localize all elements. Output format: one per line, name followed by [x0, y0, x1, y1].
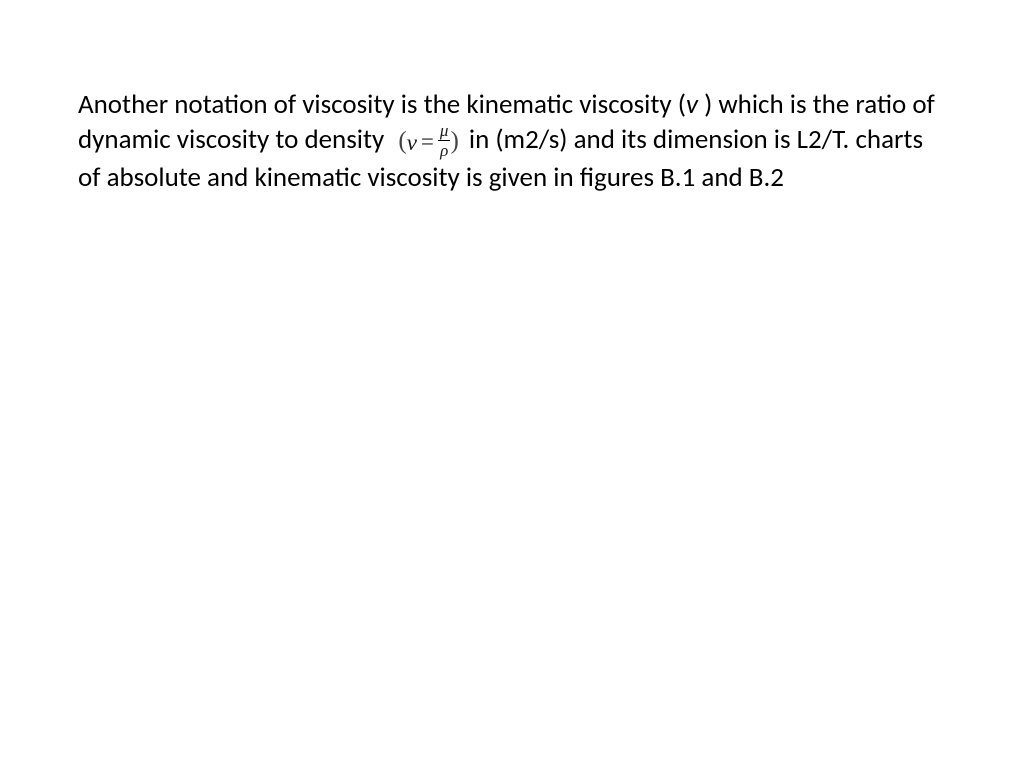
formula-kinematic-viscosity: (ν=μρ): [398, 123, 458, 160]
paren-close: ): [450, 127, 458, 154]
fraction: μρ: [438, 122, 451, 159]
equals-sign: =: [421, 129, 434, 154]
paren-open: (: [398, 127, 406, 154]
fraction-numerator: μ: [438, 122, 451, 141]
symbol-v: v: [686, 88, 698, 121]
body-paragraph: Another notation of viscosity is the kin…: [78, 87, 946, 195]
fraction-denominator: ρ: [438, 141, 451, 159]
symbol-nu: ν: [407, 128, 417, 158]
text-fragment-1: Another notation of viscosity is the kin…: [78, 88, 686, 121]
slide: Another notation of viscosity is the kin…: [0, 0, 1024, 768]
